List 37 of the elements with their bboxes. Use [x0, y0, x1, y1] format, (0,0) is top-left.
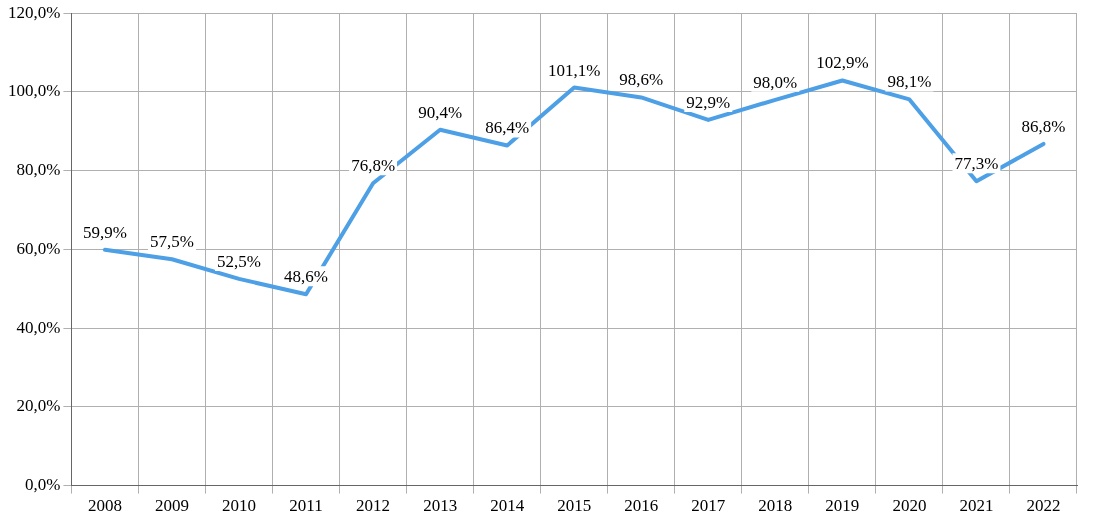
- y-tick-label: 100,0%: [7, 81, 61, 101]
- data-label: 52,5%: [217, 251, 261, 271]
- y-tick-label: 60,0%: [16, 238, 61, 258]
- x-tick-label: 2020: [892, 496, 927, 516]
- data-label: 98,6%: [619, 70, 664, 90]
- data-label: 77,3%: [954, 154, 999, 174]
- data-label: 59,9%: [82, 222, 127, 242]
- data-label: 98,0%: [753, 72, 798, 92]
- data-label: 76,8%: [351, 156, 396, 176]
- x-tick-label: 2009: [154, 496, 189, 516]
- y-tick-label: 20,0%: [16, 396, 61, 416]
- y-tick-label: 80,0%: [16, 160, 61, 180]
- x-tick-label: 2012: [356, 496, 391, 516]
- data-label: 57,5%: [150, 232, 194, 252]
- data-label: 98,1%: [887, 72, 932, 92]
- x-tick-label: 2019: [825, 496, 860, 516]
- data-label: 102,9%: [816, 53, 869, 73]
- x-tick-label: 2008: [87, 496, 122, 516]
- x-tick-label: 2014: [490, 496, 525, 516]
- x-tick-label: 2013: [423, 496, 458, 516]
- data-label: 48,6%: [284, 267, 329, 287]
- x-tick-label: 2017: [691, 496, 726, 516]
- x-tick-label: 2015: [557, 496, 592, 516]
- data-label: 86,8%: [1021, 116, 1066, 136]
- data-label: 90,4%: [418, 102, 463, 122]
- y-tick-label: 0,0%: [24, 475, 61, 495]
- x-tick-label: 2018: [758, 496, 793, 516]
- x-tick-label: 2022: [1026, 496, 1061, 516]
- data-label: 92,9%: [686, 92, 731, 112]
- x-tick-label: 2016: [624, 496, 659, 516]
- x-tick-label: 2010: [222, 496, 257, 516]
- data-label: 101,1%: [547, 60, 601, 80]
- y-tick-label: 120,0%: [7, 2, 61, 22]
- data-label: 86,4%: [485, 118, 530, 138]
- y-tick-label: 40,0%: [16, 317, 61, 337]
- x-tick-label: 2011: [289, 496, 323, 516]
- x-tick-label: 2021: [959, 496, 994, 516]
